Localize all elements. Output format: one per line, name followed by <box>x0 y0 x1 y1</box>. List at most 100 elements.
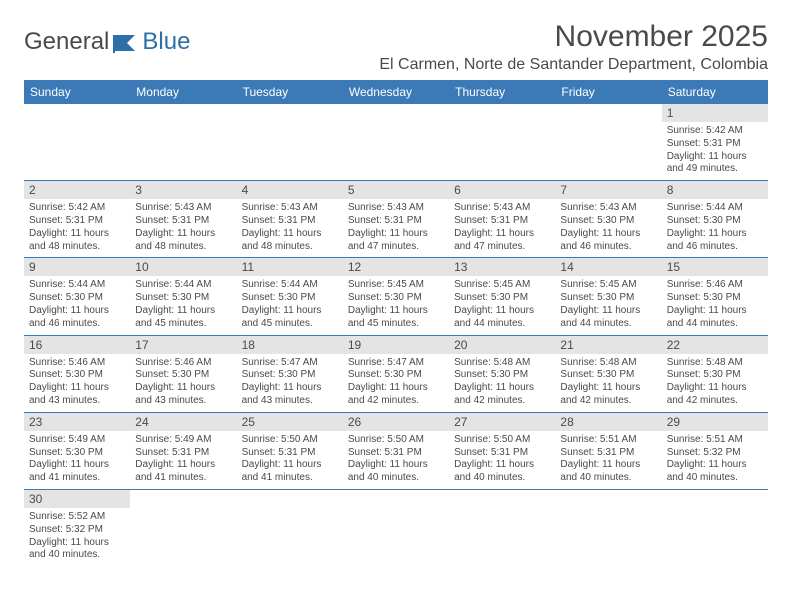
calendar-cell: 26Sunrise: 5:50 AMSunset: 5:31 PMDayligh… <box>343 412 449 489</box>
day-number: 22 <box>662 336 768 354</box>
sunrise-text: Sunrise: 5:44 AM <box>242 279 338 292</box>
day-body: Sunrise: 5:44 AMSunset: 5:30 PMDaylight:… <box>662 199 768 257</box>
day-body: Sunrise: 5:45 AMSunset: 5:30 PMDaylight:… <box>555 276 661 334</box>
sunrise-text: Sunrise: 5:45 AM <box>348 279 444 292</box>
day-body: Sunrise: 5:46 AMSunset: 5:30 PMDaylight:… <box>130 354 236 412</box>
sunset-text: Sunset: 5:30 PM <box>454 292 550 305</box>
sunset-text: Sunset: 5:30 PM <box>667 292 763 305</box>
day-number: 28 <box>555 413 661 431</box>
daylight-text: Daylight: 11 hours and 43 minutes. <box>242 382 338 408</box>
sunrise-text: Sunrise: 5:51 AM <box>560 434 656 447</box>
logo: GeneralBlue <box>24 20 190 56</box>
day-number: 18 <box>237 336 343 354</box>
sunset-text: Sunset: 5:30 PM <box>135 292 231 305</box>
sunset-text: Sunset: 5:31 PM <box>135 447 231 460</box>
sunrise-text: Sunrise: 5:46 AM <box>29 357 125 370</box>
daylight-text: Daylight: 11 hours and 48 minutes. <box>135 228 231 254</box>
day-body: Sunrise: 5:43 AMSunset: 5:31 PMDaylight:… <box>237 199 343 257</box>
day-body: Sunrise: 5:50 AMSunset: 5:31 PMDaylight:… <box>237 431 343 489</box>
weekday-header: Tuesday <box>237 80 343 104</box>
sunrise-text: Sunrise: 5:43 AM <box>348 202 444 215</box>
day-body: Sunrise: 5:48 AMSunset: 5:30 PMDaylight:… <box>555 354 661 412</box>
day-body: Sunrise: 5:44 AMSunset: 5:30 PMDaylight:… <box>130 276 236 334</box>
calendar-cell: 1Sunrise: 5:42 AMSunset: 5:31 PMDaylight… <box>662 104 768 181</box>
calendar-cell: 20Sunrise: 5:48 AMSunset: 5:30 PMDayligh… <box>449 335 555 412</box>
sunrise-text: Sunrise: 5:43 AM <box>135 202 231 215</box>
day-body: Sunrise: 5:50 AMSunset: 5:31 PMDaylight:… <box>343 431 449 489</box>
calendar-cell <box>237 489 343 566</box>
calendar-cell: 4Sunrise: 5:43 AMSunset: 5:31 PMDaylight… <box>237 181 343 258</box>
calendar-cell: 27Sunrise: 5:50 AMSunset: 5:31 PMDayligh… <box>449 412 555 489</box>
sunset-text: Sunset: 5:30 PM <box>348 369 444 382</box>
day-number: 6 <box>449 181 555 199</box>
sunrise-text: Sunrise: 5:47 AM <box>348 357 444 370</box>
weekday-header: Wednesday <box>343 80 449 104</box>
day-number: 8 <box>662 181 768 199</box>
calendar-cell: 9Sunrise: 5:44 AMSunset: 5:30 PMDaylight… <box>24 258 130 335</box>
calendar-header: SundayMondayTuesdayWednesdayThursdayFrid… <box>24 80 768 104</box>
weekday-header: Friday <box>555 80 661 104</box>
title-block: November 2025 El Carmen, Norte de Santan… <box>379 20 768 74</box>
calendar-cell: 30Sunrise: 5:52 AMSunset: 5:32 PMDayligh… <box>24 489 130 566</box>
day-number: 21 <box>555 336 661 354</box>
day-body: Sunrise: 5:42 AMSunset: 5:31 PMDaylight:… <box>24 199 130 257</box>
calendar-cell: 11Sunrise: 5:44 AMSunset: 5:30 PMDayligh… <box>237 258 343 335</box>
calendar-cell: 5Sunrise: 5:43 AMSunset: 5:31 PMDaylight… <box>343 181 449 258</box>
calendar-cell: 3Sunrise: 5:43 AMSunset: 5:31 PMDaylight… <box>130 181 236 258</box>
daylight-text: Daylight: 11 hours and 42 minutes. <box>560 382 656 408</box>
calendar-cell: 28Sunrise: 5:51 AMSunset: 5:31 PMDayligh… <box>555 412 661 489</box>
day-number: 2 <box>24 181 130 199</box>
calendar-table: SundayMondayTuesdayWednesdayThursdayFrid… <box>24 80 768 566</box>
daylight-text: Daylight: 11 hours and 45 minutes. <box>135 305 231 331</box>
sunrise-text: Sunrise: 5:45 AM <box>454 279 550 292</box>
calendar-cell: 24Sunrise: 5:49 AMSunset: 5:31 PMDayligh… <box>130 412 236 489</box>
daylight-text: Daylight: 11 hours and 43 minutes. <box>135 382 231 408</box>
sunset-text: Sunset: 5:31 PM <box>29 215 125 228</box>
day-body: Sunrise: 5:47 AMSunset: 5:30 PMDaylight:… <box>343 354 449 412</box>
calendar-cell: 25Sunrise: 5:50 AMSunset: 5:31 PMDayligh… <box>237 412 343 489</box>
sunset-text: Sunset: 5:31 PM <box>348 447 444 460</box>
day-number: 10 <box>130 258 236 276</box>
sunset-text: Sunset: 5:30 PM <box>454 369 550 382</box>
calendar-cell: 13Sunrise: 5:45 AMSunset: 5:30 PMDayligh… <box>449 258 555 335</box>
calendar-cell: 17Sunrise: 5:46 AMSunset: 5:30 PMDayligh… <box>130 335 236 412</box>
sunrise-text: Sunrise: 5:48 AM <box>454 357 550 370</box>
sunrise-text: Sunrise: 5:43 AM <box>454 202 550 215</box>
sunrise-text: Sunrise: 5:45 AM <box>560 279 656 292</box>
sunrise-text: Sunrise: 5:50 AM <box>348 434 444 447</box>
calendar-cell <box>237 104 343 181</box>
sunset-text: Sunset: 5:32 PM <box>29 524 125 537</box>
day-body: Sunrise: 5:49 AMSunset: 5:30 PMDaylight:… <box>24 431 130 489</box>
day-number: 12 <box>343 258 449 276</box>
sunset-text: Sunset: 5:31 PM <box>242 447 338 460</box>
daylight-text: Daylight: 11 hours and 41 minutes. <box>135 459 231 485</box>
daylight-text: Daylight: 11 hours and 49 minutes. <box>667 151 763 177</box>
sunrise-text: Sunrise: 5:43 AM <box>560 202 656 215</box>
sunset-text: Sunset: 5:31 PM <box>454 447 550 460</box>
sunrise-text: Sunrise: 5:46 AM <box>135 357 231 370</box>
day-body: Sunrise: 5:47 AMSunset: 5:30 PMDaylight:… <box>237 354 343 412</box>
calendar-cell: 29Sunrise: 5:51 AMSunset: 5:32 PMDayligh… <box>662 412 768 489</box>
sunset-text: Sunset: 5:31 PM <box>560 447 656 460</box>
day-body: Sunrise: 5:51 AMSunset: 5:32 PMDaylight:… <box>662 431 768 489</box>
sunrise-text: Sunrise: 5:49 AM <box>135 434 231 447</box>
sunset-text: Sunset: 5:31 PM <box>454 215 550 228</box>
sunrise-text: Sunrise: 5:42 AM <box>29 202 125 215</box>
day-body: Sunrise: 5:51 AMSunset: 5:31 PMDaylight:… <box>555 431 661 489</box>
location: El Carmen, Norte de Santander Department… <box>379 56 768 74</box>
day-body: Sunrise: 5:43 AMSunset: 5:31 PMDaylight:… <box>130 199 236 257</box>
daylight-text: Daylight: 11 hours and 46 minutes. <box>667 228 763 254</box>
daylight-text: Daylight: 11 hours and 48 minutes. <box>242 228 338 254</box>
sunset-text: Sunset: 5:31 PM <box>135 215 231 228</box>
weekday-header: Monday <box>130 80 236 104</box>
calendar-cell <box>555 104 661 181</box>
weekday-header: Saturday <box>662 80 768 104</box>
header: GeneralBlue November 2025 El Carmen, Nor… <box>24 20 768 74</box>
calendar-cell: 16Sunrise: 5:46 AMSunset: 5:30 PMDayligh… <box>24 335 130 412</box>
daylight-text: Daylight: 11 hours and 42 minutes. <box>348 382 444 408</box>
day-body: Sunrise: 5:43 AMSunset: 5:30 PMDaylight:… <box>555 199 661 257</box>
daylight-text: Daylight: 11 hours and 40 minutes. <box>560 459 656 485</box>
sunrise-text: Sunrise: 5:44 AM <box>667 202 763 215</box>
sunset-text: Sunset: 5:31 PM <box>348 215 444 228</box>
sunrise-text: Sunrise: 5:49 AM <box>29 434 125 447</box>
